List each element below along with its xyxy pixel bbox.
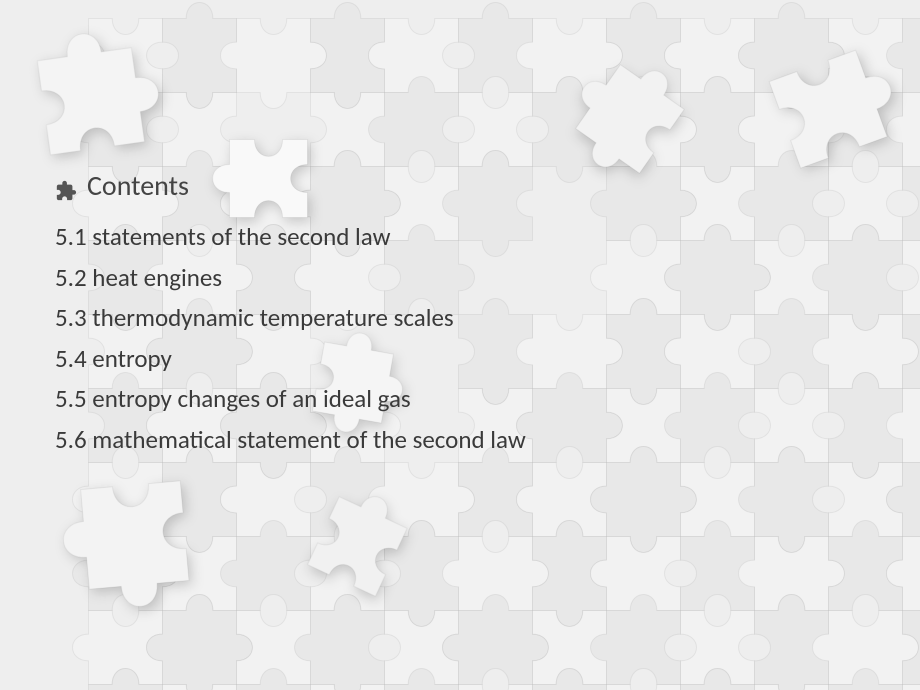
contents-item: 5.6 mathematical statement of the second… <box>55 420 526 461</box>
contents-item: 5.1 statements of the second law <box>55 217 526 258</box>
contents-item: 5.3 thermodynamic temperature scales <box>55 298 526 339</box>
contents-item: 5.5 entropy changes of an ideal gas <box>55 379 526 420</box>
contents-item: 5.4 entropy <box>55 339 526 380</box>
puzzle-piece-icon <box>55 175 77 197</box>
heading-text: Contents <box>87 168 189 203</box>
contents-list: 5.1 statements of the second law5.2 heat… <box>55 217 526 460</box>
contents-heading: Contents <box>55 168 526 203</box>
contents-item: 5.2 heat engines <box>55 258 526 299</box>
floating-puzzle-piece <box>10 21 172 187</box>
content-block: Contents 5.1 statements of the second la… <box>55 168 526 460</box>
floating-puzzle-piece <box>54 454 217 621</box>
